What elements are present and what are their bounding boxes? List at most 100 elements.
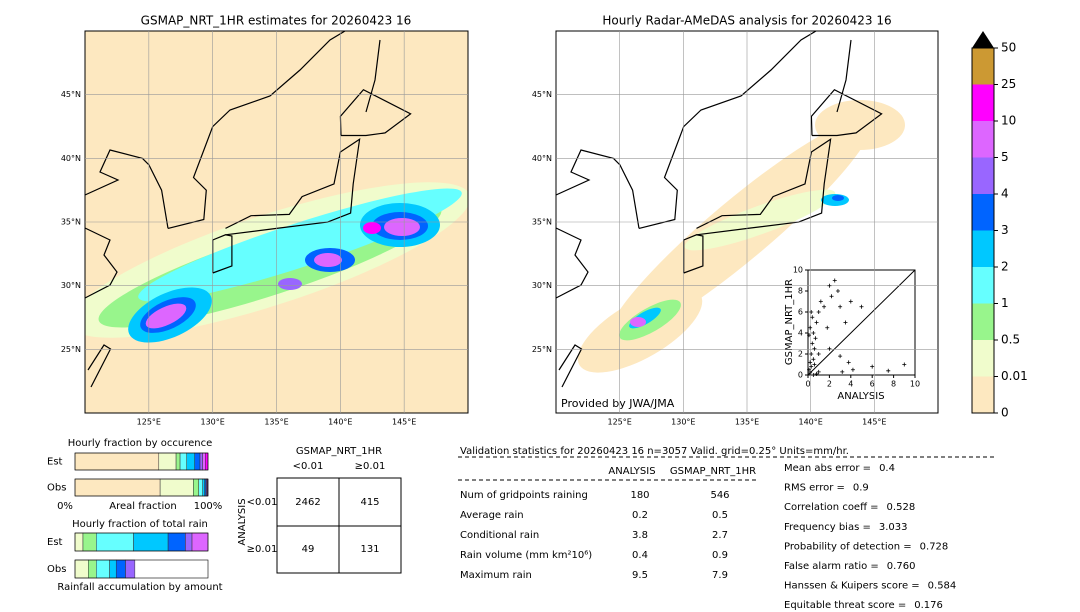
table-title: GSMAP_NRT_1HR [296, 446, 382, 457]
score-label: Hanssen & Kuipers score = [784, 581, 920, 592]
fraction-segment [88, 559, 97, 579]
fraction-segment [179, 452, 187, 471]
score-value: 0.528 [887, 502, 916, 513]
colorbar-label: 5 [1001, 150, 1009, 164]
x-tick-label: 145°E [862, 418, 886, 427]
fraction-segment [74, 478, 161, 497]
fraction-segment [185, 532, 193, 552]
stat-label: Rain volume (mm km²10⁶) [460, 550, 592, 561]
fraction-segment [199, 452, 203, 471]
scatter-point [835, 289, 840, 293]
scatter-point [809, 310, 814, 314]
x-tick-label: 140°E [799, 418, 823, 427]
stat-value: 2.7 [712, 530, 728, 541]
score-value: 0.728 [920, 541, 949, 552]
score-value: 0.9 [853, 483, 869, 494]
score-value: 3.033 [879, 522, 908, 533]
scatter-point [818, 299, 823, 304]
scatter-point [825, 325, 830, 330]
y-tick-label: 40°N [61, 154, 81, 163]
x-tick-label: 140°E [328, 418, 352, 427]
scatter-point [848, 299, 853, 304]
scatter-point [807, 367, 812, 372]
x-tick-label: 0 [805, 380, 810, 389]
scatter-point [814, 320, 819, 325]
fraction-segment [159, 478, 194, 497]
score-label: Equitable threat score = [784, 600, 906, 611]
scatter-point [846, 360, 851, 365]
fraction-segment [96, 532, 134, 552]
fraction-segment [198, 478, 203, 497]
fraction-segment [82, 532, 97, 552]
x-tick-label: 2 [827, 380, 832, 389]
stat-value: 0.4 [632, 550, 648, 561]
fraction-segment [202, 452, 206, 471]
fraction-segment [205, 452, 209, 471]
fraction-segment [125, 559, 136, 579]
colorbar-label: 10 [1001, 114, 1016, 128]
stat-value: 546 [710, 490, 729, 501]
y-tick-label: 4 [798, 329, 803, 338]
fraction-segment [133, 532, 169, 552]
colorbar-bin [972, 303, 994, 340]
y-tick-label: 40°N [532, 154, 552, 163]
y-tick-label: 45°N [61, 90, 81, 99]
scatter-point [812, 362, 817, 367]
table-cell: 131 [360, 544, 379, 555]
fraction-segment [158, 452, 177, 471]
map-title: GSMAP_NRT_1HR estimates for 20260423 16 [141, 14, 412, 28]
row-label: Obs [47, 483, 66, 494]
scatter-point [843, 320, 848, 325]
scatter-point [870, 364, 875, 369]
colorbar-label: 0 [1001, 406, 1009, 420]
x-tick-label: 4 [848, 380, 853, 389]
credit: Provided by JWA/JMA [561, 397, 675, 410]
colorbar-bin [972, 121, 994, 158]
colorbar-bin [972, 230, 994, 267]
fraction-segment [193, 478, 199, 497]
scatter-point [827, 346, 832, 351]
score-label: False alarm ratio = [784, 561, 879, 572]
y-axis-label: GSMAP_NRT_1HR [784, 279, 795, 365]
scatter-point [811, 331, 816, 335]
x-tick-label: 130°E [201, 418, 225, 427]
score-value: 0.584 [928, 581, 957, 592]
score-label: Frequency bias = [784, 522, 871, 533]
scatter-point [838, 304, 843, 309]
score-value: 0.4 [879, 463, 895, 474]
score-label: RMS error = [784, 483, 845, 494]
scatter-point [822, 304, 827, 309]
stat-value: 9.5 [632, 570, 648, 581]
x-tick-label: 6 [870, 380, 875, 389]
colorbar-label: 0.01 [1001, 369, 1028, 383]
scatter-point [810, 315, 815, 320]
x-label: Areal fraction [109, 501, 176, 512]
scatter-point [850, 367, 855, 372]
colorbar-bin [972, 267, 994, 304]
x-tick-label: 125°E [608, 418, 632, 427]
scatter-point [886, 368, 891, 373]
stat-value: 7.9 [712, 570, 728, 581]
scatter-point [808, 325, 813, 330]
scatter-point [829, 294, 834, 299]
column-label: <0.01 [293, 461, 324, 472]
y-tick-label: 35°N [61, 218, 81, 227]
colorbar-label: 3 [1001, 223, 1009, 237]
map-title: Hourly Radar-AMeDAS analysis for 2026042… [602, 14, 891, 28]
scatter-point [808, 360, 813, 365]
fraction-segment [186, 452, 195, 471]
y-tick-label: 6 [798, 308, 803, 317]
y-tick-label: 45°N [532, 90, 552, 99]
fraction-segment [74, 532, 84, 552]
score-label: Correlation coeff = [784, 502, 879, 513]
rain-field [85, 182, 468, 343]
y-tick-label: 2 [798, 350, 803, 359]
row-label: ≥0.01 [247, 544, 278, 555]
x-tick-label: 135°E [264, 418, 288, 427]
column-header: GSMAP_NRT_1HR [670, 466, 756, 477]
stat-value: 0.9 [712, 550, 728, 561]
fraction-segment [109, 559, 117, 579]
chart-title: Hourly fraction of total rain [72, 519, 208, 530]
fraction-segment [191, 532, 209, 552]
scatter-point [816, 310, 821, 314]
